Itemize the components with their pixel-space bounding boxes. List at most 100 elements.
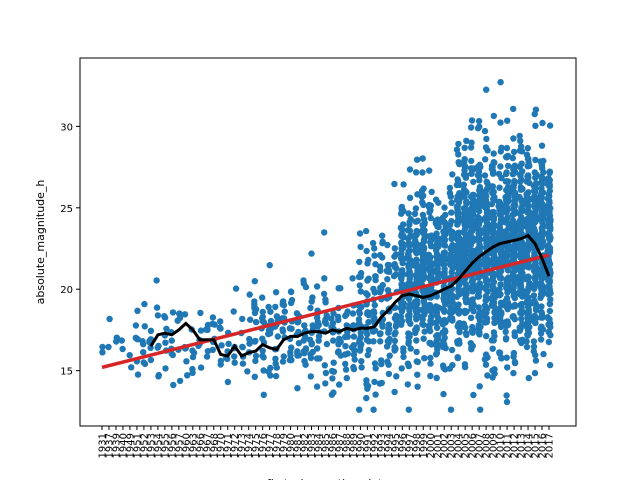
scatter-point: [540, 157, 547, 165]
scatter-point: [490, 150, 497, 157]
scatter-point: [503, 144, 511, 152]
scatter-point: [461, 144, 468, 151]
scatter-point: [302, 345, 310, 352]
scatter-point: [372, 273, 379, 280]
scatter-point: [496, 199, 503, 206]
scatter-point: [427, 259, 434, 266]
scatter-point: [323, 312, 330, 319]
scatter-point: [260, 354, 267, 361]
scatter-point: [518, 176, 525, 183]
x-tick-label: 1971: [223, 433, 234, 458]
scatter-point: [405, 295, 413, 303]
scatter-point: [538, 195, 545, 203]
scatter-point: [448, 346, 456, 354]
scatter-point: [357, 243, 364, 251]
scatter-point: [530, 348, 537, 355]
scatter-point: [481, 356, 489, 363]
scatter-point: [293, 310, 301, 317]
scatter-point: [224, 378, 232, 386]
x-tick-label: 1972: [230, 433, 241, 458]
scatter-point: [511, 190, 518, 197]
scatter-point: [386, 352, 393, 359]
scatter-point: [440, 233, 448, 241]
scatter-point: [272, 360, 279, 367]
scatter-point: [350, 333, 358, 340]
scatter-point: [475, 322, 482, 329]
x-tick-label: 1979: [279, 433, 290, 458]
scatter-point: [372, 391, 379, 398]
x-tick-label: 1966: [195, 433, 206, 458]
scatter-point: [532, 180, 540, 187]
scatter-point: [504, 117, 511, 124]
scatter-point: [476, 177, 483, 184]
scatter-point: [252, 337, 259, 345]
scatter-point: [503, 249, 510, 257]
scatter-point: [510, 369, 517, 377]
scatter-point: [356, 230, 364, 237]
scatter-point: [400, 232, 407, 239]
scatter-point: [363, 336, 370, 343]
scatter-point: [518, 304, 525, 311]
scatter-point: [489, 184, 496, 191]
scatter-point: [509, 223, 517, 230]
scatter-point: [134, 371, 142, 378]
scatter-point: [154, 344, 161, 351]
scatter-point: [365, 319, 372, 326]
x-tick-label: 1995: [391, 433, 402, 458]
scatter-point: [420, 335, 427, 342]
scatter-point: [406, 166, 414, 173]
scatter-point: [280, 298, 287, 305]
scatter-point: [364, 331, 371, 338]
scatter-point: [532, 272, 540, 279]
scatter-point: [328, 367, 336, 375]
x-axis: 1931193719391940194919511952195319541955…: [98, 426, 556, 458]
scatter-point: [162, 365, 169, 372]
scatter-point: [456, 243, 463, 251]
scatter-point: [462, 286, 470, 293]
scatter-point: [428, 314, 435, 321]
scatter-point: [217, 318, 224, 325]
scatter-point: [342, 312, 349, 320]
scatter-point: [419, 169, 426, 176]
scatter-point: [518, 315, 525, 323]
scatter-point: [509, 303, 517, 310]
x-tick-label: 1960: [181, 433, 192, 458]
scatter-point: [490, 329, 498, 336]
x-tick-label: 2003: [447, 433, 458, 458]
scatter-point: [266, 329, 273, 337]
scatter-point: [460, 247, 468, 254]
scatter-point: [446, 298, 454, 306]
scatter-point: [470, 178, 477, 186]
scatter-point: [411, 210, 419, 217]
scatter-point: [398, 239, 405, 246]
scatter-point: [509, 182, 517, 190]
scatter-point: [510, 148, 518, 156]
x-tick-label: 1986: [328, 433, 339, 458]
scatter-point: [525, 273, 532, 280]
scatter-point: [307, 354, 315, 362]
scatter-point: [475, 117, 483, 125]
scatter-point: [419, 211, 427, 219]
scatter-point: [516, 324, 523, 331]
scatter-point: [505, 303, 512, 310]
scatter-point: [497, 231, 504, 239]
scatter-point: [482, 297, 489, 304]
scatter-point: [516, 337, 524, 344]
scatter-point: [153, 304, 161, 311]
scatter-point: [441, 341, 448, 348]
scatter-point: [365, 346, 372, 354]
scatter-point: [308, 340, 315, 347]
scatter-point: [425, 289, 433, 296]
scatter-point: [489, 284, 496, 291]
scatter-point: [462, 234, 470, 241]
scatter-point: [454, 270, 461, 278]
scatter-point: [342, 360, 349, 368]
scatter-point: [239, 315, 246, 323]
scatter-point: [539, 165, 546, 172]
scatter-point: [420, 201, 427, 209]
scatter-point: [526, 323, 533, 331]
x-tick-label: 1988: [342, 433, 353, 458]
scatter-point: [468, 214, 475, 221]
scatter-point: [531, 110, 538, 118]
scatter-point: [532, 156, 539, 164]
